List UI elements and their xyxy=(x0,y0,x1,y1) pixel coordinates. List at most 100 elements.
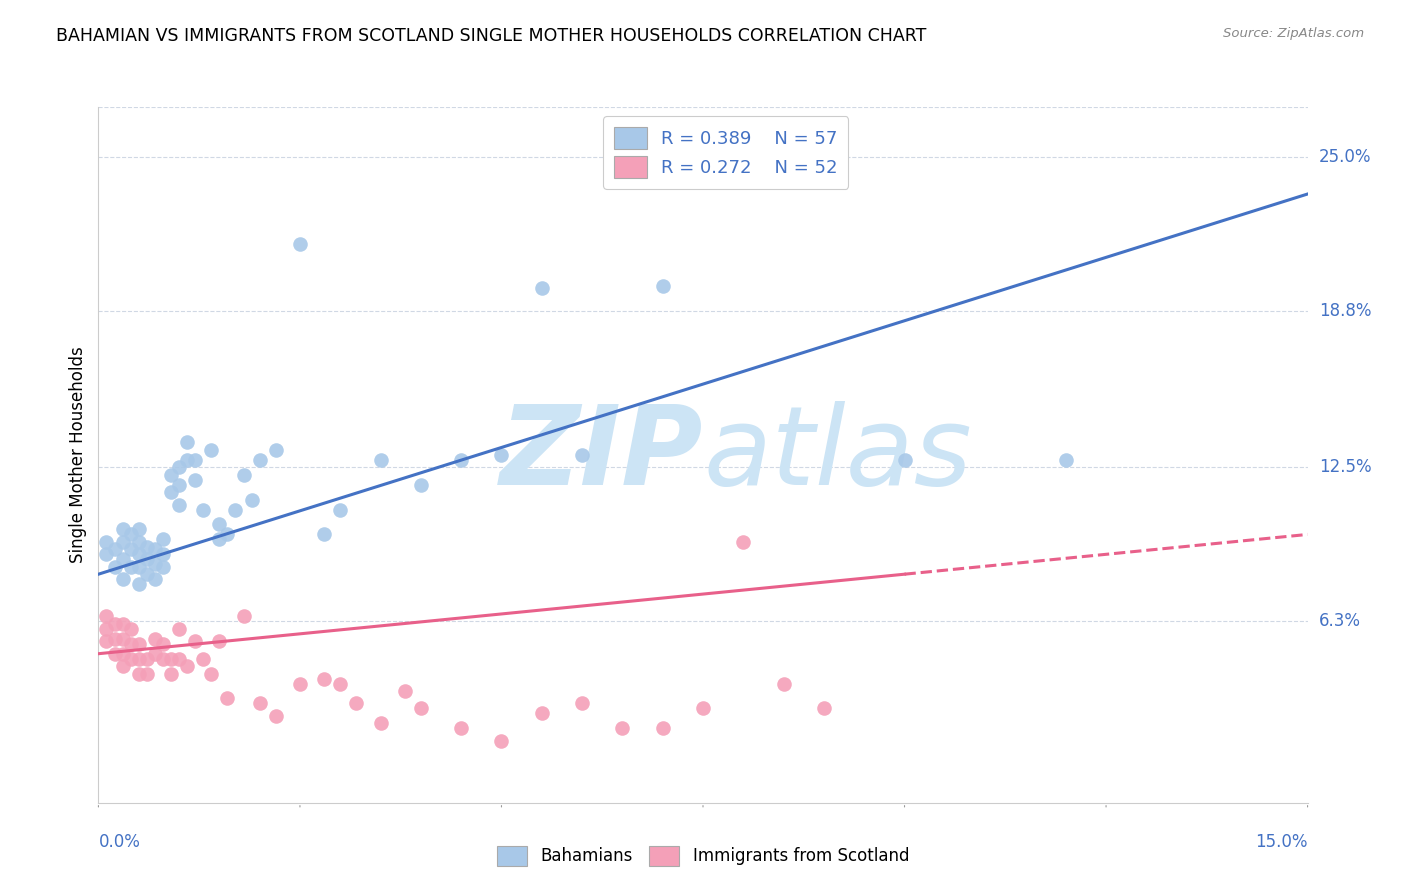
Point xyxy=(409,701,432,715)
Point xyxy=(208,533,231,547)
Point xyxy=(329,676,352,690)
Point xyxy=(160,651,183,665)
Point xyxy=(111,523,134,537)
Point xyxy=(200,666,222,681)
Point xyxy=(152,547,174,561)
Point xyxy=(176,453,198,467)
Point xyxy=(167,651,190,665)
Point xyxy=(394,684,416,698)
Point xyxy=(733,534,755,549)
Point xyxy=(152,559,174,574)
Point xyxy=(264,708,287,723)
Point xyxy=(344,697,367,711)
Text: 6.3%: 6.3% xyxy=(1319,613,1361,631)
Point xyxy=(152,637,174,651)
Point xyxy=(96,634,118,648)
Text: 25.0%: 25.0% xyxy=(1319,148,1371,166)
Point xyxy=(120,527,142,541)
Point xyxy=(128,666,150,681)
Point xyxy=(120,637,142,651)
Point xyxy=(111,616,134,631)
Point xyxy=(370,453,392,467)
Point xyxy=(288,236,311,251)
Point xyxy=(208,634,231,648)
Point xyxy=(264,442,287,457)
Point xyxy=(1054,453,1077,467)
Point xyxy=(184,473,207,487)
Point xyxy=(128,547,150,561)
Point xyxy=(120,559,142,574)
Point xyxy=(152,533,174,547)
Text: 0.0%: 0.0% xyxy=(98,833,141,851)
Point xyxy=(167,622,190,636)
Point xyxy=(143,632,166,646)
Point xyxy=(160,666,183,681)
Point xyxy=(893,453,915,467)
Legend: Bahamians, Immigrants from Scotland: Bahamians, Immigrants from Scotland xyxy=(488,838,918,874)
Point xyxy=(160,467,183,482)
Point xyxy=(200,442,222,457)
Point xyxy=(193,502,215,516)
Point xyxy=(224,502,246,516)
Point xyxy=(111,534,134,549)
Point xyxy=(167,477,190,491)
Point xyxy=(530,281,553,295)
Y-axis label: Single Mother Households: Single Mother Households xyxy=(69,347,87,563)
Point xyxy=(120,622,142,636)
Point xyxy=(96,609,118,624)
Point xyxy=(96,534,118,549)
Point xyxy=(128,651,150,665)
Point xyxy=(612,721,634,735)
Point xyxy=(288,676,311,690)
Point xyxy=(120,651,142,665)
Point xyxy=(128,523,150,537)
Point xyxy=(217,691,239,706)
Point xyxy=(103,632,125,646)
Point xyxy=(128,577,150,591)
Point xyxy=(530,706,553,721)
Point xyxy=(103,647,125,661)
Point xyxy=(208,517,231,532)
Point xyxy=(772,676,794,690)
Point xyxy=(491,733,513,747)
Point xyxy=(103,559,125,574)
Point xyxy=(120,542,142,557)
Point xyxy=(135,567,157,582)
Point xyxy=(96,547,118,561)
Point xyxy=(249,453,271,467)
Point xyxy=(692,701,714,715)
Point xyxy=(184,634,207,648)
Point xyxy=(135,666,157,681)
Point xyxy=(103,616,125,631)
Point xyxy=(111,572,134,586)
Point xyxy=(167,498,190,512)
Point xyxy=(450,721,472,735)
Point xyxy=(450,453,472,467)
Text: Source: ZipAtlas.com: Source: ZipAtlas.com xyxy=(1223,27,1364,40)
Point xyxy=(143,647,166,661)
Point xyxy=(135,552,157,566)
Point xyxy=(232,609,254,624)
Text: atlas: atlas xyxy=(703,401,972,508)
Point xyxy=(176,659,198,673)
Point xyxy=(152,651,174,665)
Point xyxy=(167,460,190,475)
Text: BAHAMIAN VS IMMIGRANTS FROM SCOTLAND SINGLE MOTHER HOUSEHOLDS CORRELATION CHART: BAHAMIAN VS IMMIGRANTS FROM SCOTLAND SIN… xyxy=(56,27,927,45)
Point xyxy=(103,542,125,557)
Point xyxy=(128,637,150,651)
Point xyxy=(772,175,794,189)
Point xyxy=(249,697,271,711)
Point xyxy=(143,542,166,557)
Point xyxy=(193,651,215,665)
Point xyxy=(651,721,673,735)
Point xyxy=(370,716,392,731)
Point xyxy=(314,527,336,541)
Point xyxy=(111,659,134,673)
Point xyxy=(128,559,150,574)
Text: ZIP: ZIP xyxy=(499,401,703,508)
Point xyxy=(184,453,207,467)
Point xyxy=(232,467,254,482)
Point xyxy=(160,485,183,500)
Point xyxy=(240,492,263,507)
Text: 12.5%: 12.5% xyxy=(1319,458,1371,476)
